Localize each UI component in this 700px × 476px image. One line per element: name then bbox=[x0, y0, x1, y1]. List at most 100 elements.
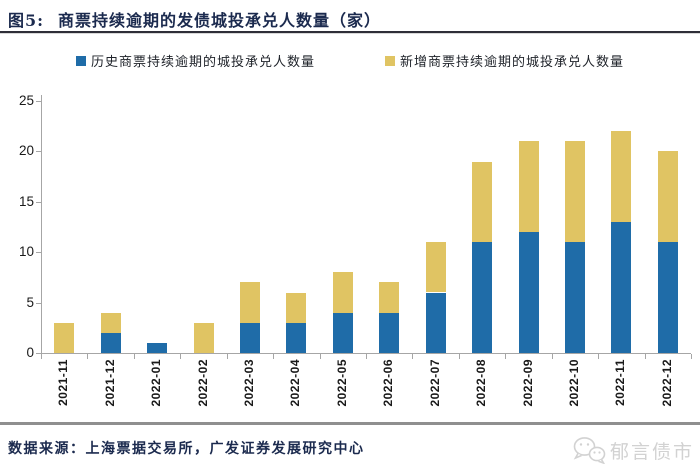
x-tick-label-text: 2022-05 bbox=[334, 359, 349, 407]
bar-segment-historical bbox=[286, 322, 307, 353]
y-axis-line bbox=[41, 95, 42, 354]
title-divider bbox=[0, 31, 700, 33]
x-axis-tick bbox=[180, 354, 182, 359]
x-tick-label-text: 2022-01 bbox=[149, 359, 164, 407]
bar-segment-new bbox=[611, 131, 632, 222]
bar-segment-new bbox=[239, 282, 260, 323]
x-tick-label: 2022-09 bbox=[521, 359, 537, 419]
y-axis-tick bbox=[36, 151, 41, 153]
y-tick-label: 25 bbox=[18, 93, 34, 108]
x-axis-tick bbox=[41, 354, 42, 359]
x-tick-label-text: 2022-02 bbox=[195, 359, 210, 407]
bar-segment-historical bbox=[518, 232, 539, 353]
x-tick-label: 2022-07 bbox=[428, 359, 444, 419]
x-axis-tick bbox=[412, 354, 414, 359]
y-axis-tick bbox=[36, 201, 41, 203]
legend-label: 新增商票持续逾期的城投承兑人数量 bbox=[400, 55, 625, 70]
x-axis-tick bbox=[319, 354, 321, 359]
x-tick-label: 2022-02 bbox=[196, 359, 212, 419]
page-title: 图5: 商票持续逾期的发债城投承兑人数量（家） bbox=[8, 7, 381, 31]
x-axis-tick bbox=[505, 354, 507, 359]
x-tick-label-text: 2022-06 bbox=[381, 359, 396, 407]
bar-segment-new bbox=[100, 312, 121, 333]
bar-segment-new bbox=[379, 282, 400, 313]
y-tick-label: 10 bbox=[18, 244, 34, 260]
x-tick-label-text: 2022-10 bbox=[566, 359, 581, 407]
y-axis-tick bbox=[36, 302, 41, 304]
x-tick-label: 2022-12 bbox=[660, 359, 676, 419]
bar-segment-new bbox=[518, 141, 539, 232]
legend-item-new: 新增商票持续逾期的城投承兑人数量 bbox=[385, 51, 624, 70]
y-tick-label: 0 bbox=[26, 345, 34, 360]
x-axis-tick bbox=[551, 354, 553, 359]
x-tick-label: 2022-05 bbox=[335, 359, 351, 419]
bar-segment-new bbox=[332, 272, 353, 313]
x-axis-tick bbox=[87, 354, 89, 359]
x-tick-label: 2021-11 bbox=[56, 359, 72, 419]
x-tick-label-text: 2022-09 bbox=[520, 359, 535, 407]
x-axis-tick bbox=[598, 354, 600, 359]
x-tick-label-text: 2022-03 bbox=[241, 359, 256, 407]
legend-swatch bbox=[75, 55, 86, 66]
bar-segment-new bbox=[564, 141, 585, 243]
x-axis-tick bbox=[644, 354, 646, 359]
x-axis-line bbox=[41, 353, 691, 354]
x-tick-label: 2022-08 bbox=[474, 359, 490, 419]
watermark: 郁言债市 bbox=[572, 436, 694, 464]
figure-title: 商票持续逾期的发债城投承兑人数量（家） bbox=[58, 11, 382, 30]
x-tick-label: 2021-12 bbox=[103, 359, 119, 419]
bar-segment-new bbox=[425, 242, 446, 293]
x-axis-tick bbox=[458, 354, 460, 359]
watermark-text: 郁言债市 bbox=[609, 440, 694, 463]
bar-segment-new bbox=[472, 161, 493, 243]
x-tick-label-text: 2021-11 bbox=[56, 359, 71, 406]
x-tick-label: 2022-11 bbox=[613, 359, 629, 419]
bar-segment-historical bbox=[379, 312, 400, 353]
stacked-bar-chart: 0 5 10 15 20 25 2021-11 2021-12 2022-01 2022-02 20… bbox=[18, 93, 692, 419]
x-axis-tick bbox=[273, 354, 275, 359]
x-tick-label-text: 2022-11 bbox=[613, 359, 628, 406]
x-tick-label: 2022-04 bbox=[288, 359, 304, 419]
bar-segment-historical bbox=[147, 342, 168, 353]
bar-segment-historical bbox=[564, 242, 585, 353]
bar-segment-historical bbox=[100, 332, 121, 353]
chart-legend: 历史商票持续逾期的城投承兑人数量 新增商票持续逾期的城投承兑人数量 bbox=[0, 51, 700, 70]
bar-segment-historical bbox=[332, 312, 353, 353]
y-tick-label: 20 bbox=[18, 143, 34, 159]
y-axis-tick bbox=[36, 252, 41, 254]
x-tick-label: 2022-10 bbox=[567, 359, 583, 419]
x-tick-label: 2022-06 bbox=[381, 359, 397, 419]
bar-segment-new bbox=[657, 151, 678, 243]
y-tick-label: 15 bbox=[18, 193, 34, 209]
bar-segment-new bbox=[286, 292, 307, 323]
bar-segment-historical bbox=[472, 242, 493, 353]
x-tick-label: 2022-01 bbox=[149, 359, 165, 419]
x-tick-label: 2022-03 bbox=[242, 359, 258, 419]
x-tick-label-text: 2022-12 bbox=[659, 359, 674, 407]
bar-segment-historical bbox=[657, 242, 678, 353]
bar-segment-new bbox=[193, 322, 214, 353]
bar-segment-new bbox=[54, 322, 75, 353]
x-axis-tick bbox=[133, 354, 135, 359]
x-axis-tick bbox=[691, 354, 692, 359]
y-axis-tick bbox=[36, 353, 41, 354]
y-axis-tick bbox=[36, 101, 41, 102]
bar-segment-historical bbox=[239, 322, 260, 353]
x-axis-tick bbox=[366, 354, 367, 359]
footer-divider bbox=[0, 422, 700, 425]
legend-swatch bbox=[385, 55, 395, 66]
x-tick-label-text: 2022-07 bbox=[427, 359, 442, 407]
x-tick-label-text: 2021-12 bbox=[102, 359, 117, 407]
figure-number: 图5: bbox=[8, 11, 45, 30]
x-tick-label-text: 2022-04 bbox=[288, 359, 303, 407]
wechat-icon bbox=[573, 437, 606, 464]
x-axis-tick bbox=[226, 354, 228, 359]
bar-segment-historical bbox=[425, 292, 446, 353]
bar-segment-historical bbox=[611, 222, 632, 353]
legend-item-historical: 历史商票持续逾期的城投承兑人数量 bbox=[75, 51, 315, 70]
legend-label: 历史商票持续逾期的城投承兑人数量 bbox=[90, 55, 315, 70]
x-tick-label-text: 2022-08 bbox=[474, 359, 489, 407]
y-tick-label: 5 bbox=[26, 294, 34, 310]
data-source-note: 数据来源：上海票据交易所，广发证券发展研究中心 bbox=[8, 441, 365, 457]
